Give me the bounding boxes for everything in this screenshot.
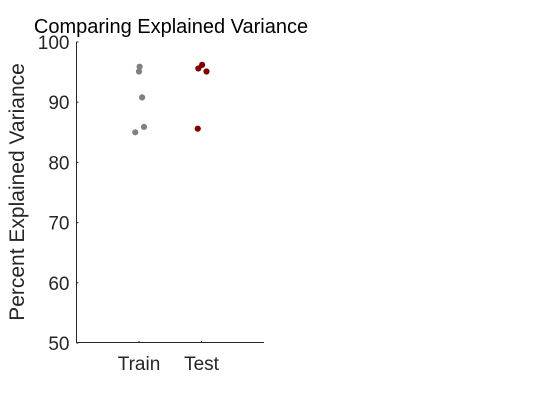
data-point-train [139, 94, 146, 101]
y-tick-label: 50 [48, 334, 69, 355]
data-point-train [135, 68, 143, 75]
data-point-test [194, 125, 201, 132]
y-tick-label: 90 [48, 93, 69, 114]
chart-title: Comparing Explained Variance [34, 16, 308, 38]
data-point-test [203, 68, 210, 75]
x-axis-ticks: Train Test [118, 341, 220, 375]
data-point-train [132, 129, 139, 136]
y-tick-label: 60 [48, 274, 69, 295]
data-points [132, 61, 210, 136]
x-tick-label: Test [184, 354, 220, 375]
y-axis-ticks: 50 60 70 80 90 100 [38, 33, 79, 355]
y-tick-label: 70 [48, 214, 69, 235]
data-point-train [140, 123, 148, 130]
data-point-test [195, 65, 202, 72]
y-tick-label: 80 [48, 153, 69, 174]
y-axis-label: Percent Explained Variance [6, 63, 29, 321]
data-point-train [136, 63, 143, 70]
x-tick-label: Train [118, 354, 161, 375]
plot-area [76, 42, 264, 343]
y-tick-label: 100 [38, 33, 70, 54]
